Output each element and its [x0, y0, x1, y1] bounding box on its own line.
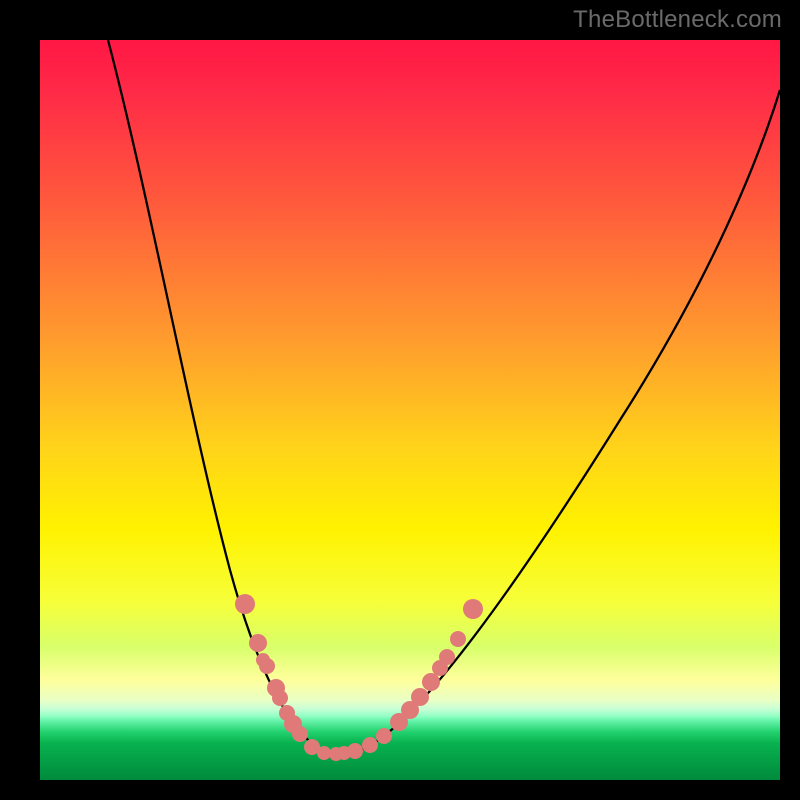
bottleneck-curve-chart: [0, 0, 800, 800]
curve-marker: [439, 649, 455, 665]
curve-marker: [317, 746, 331, 760]
curve-marker: [347, 743, 363, 759]
curve-marker: [272, 690, 288, 706]
curve-marker: [362, 737, 378, 753]
curve-marker: [376, 728, 392, 744]
curve-marker: [422, 673, 440, 691]
watermark-text: TheBottleneck.com: [573, 6, 782, 34]
curve-marker: [450, 631, 466, 647]
curve-marker: [411, 688, 429, 706]
curve-marker: [235, 594, 255, 614]
curve-marker: [463, 599, 483, 619]
curve-marker: [256, 653, 270, 667]
curve-marker: [249, 634, 267, 652]
plot-area: [40, 40, 780, 780]
chart-root: TheBottleneck.com: [0, 0, 800, 800]
curve-marker: [292, 726, 308, 742]
